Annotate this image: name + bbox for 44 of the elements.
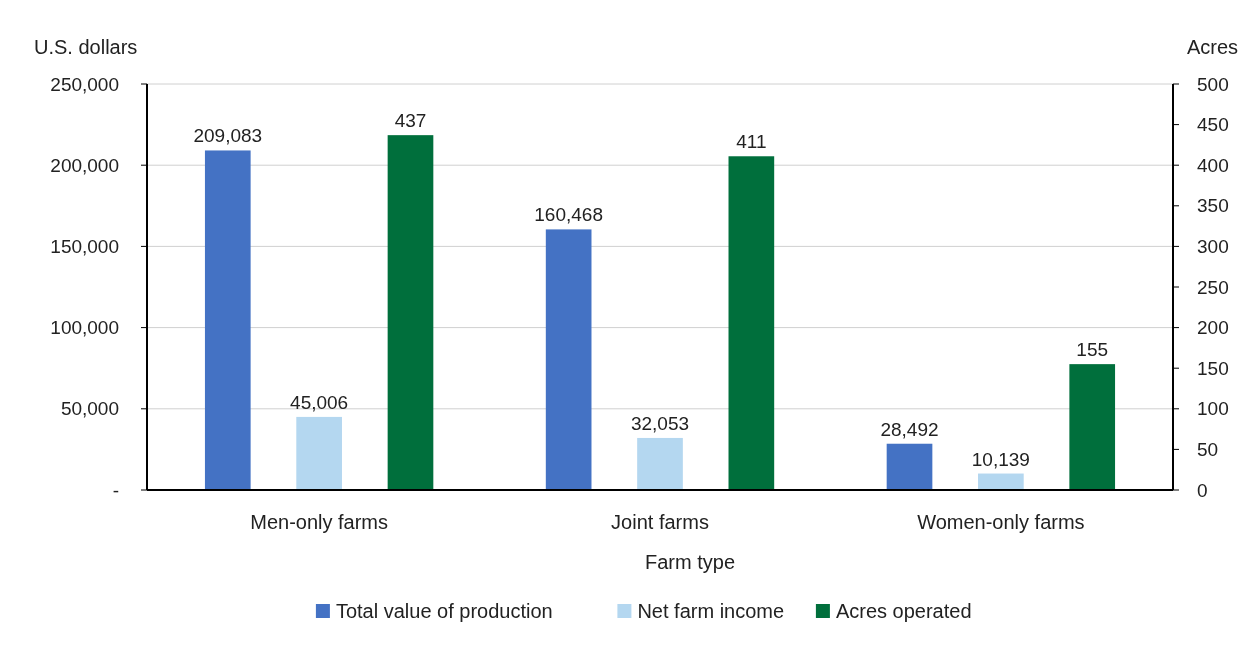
bar (1069, 364, 1116, 490)
data-label: 411 (736, 131, 767, 153)
y-tick-label: 50,000 (60, 398, 119, 420)
data-label: 209,083 (193, 125, 263, 147)
bar (296, 416, 342, 490)
bar (545, 229, 592, 490)
bar (978, 473, 1024, 490)
bar (886, 443, 933, 490)
y-tick-label: - (112, 479, 119, 501)
y-axis-title: U.S. dollars (34, 36, 138, 58)
y2-tick-label: 500 (1197, 73, 1229, 95)
y2-tick-label: 0 (1197, 479, 1208, 501)
bar (728, 156, 775, 490)
legend-label: Net farm income (637, 600, 785, 622)
x-tick-label: Women-only farms (917, 511, 1085, 533)
y-tick-label: 200,000 (50, 154, 119, 176)
y-tick-label: 250,000 (50, 73, 119, 95)
y2-tick-label: 400 (1197, 154, 1229, 176)
legend-label: Acres operated (835, 600, 972, 622)
data-label: 160,468 (534, 204, 603, 226)
y2-axis-title: Acres (1186, 36, 1238, 58)
data-label: 437 (394, 110, 427, 132)
y2-tick-label: 300 (1197, 236, 1229, 258)
data-label: 10,139 (971, 448, 1030, 470)
data-label: 45,006 (290, 391, 349, 413)
y2-tick-label: 100 (1197, 398, 1229, 420)
y2-tick-label: 350 (1197, 195, 1229, 217)
y2-tick-label: 150 (1197, 357, 1229, 379)
x-tick-label: Joint farms (611, 511, 709, 533)
bar (387, 135, 434, 490)
y-tick-label: 100,000 (50, 317, 119, 339)
bar (204, 150, 251, 490)
bar (637, 437, 683, 490)
data-label: 155 (1076, 339, 1109, 361)
y2-tick-label: 50 (1197, 439, 1219, 461)
legend-label: Total value of production (335, 600, 553, 622)
x-tick-label: Men-only farms (250, 511, 389, 533)
data-label: 28,492 (880, 418, 939, 440)
y2-tick-label: 450 (1197, 114, 1229, 136)
data-label: 32,053 (630, 412, 690, 434)
y2-tick-label: 200 (1197, 317, 1229, 339)
y-tick-label: 150,000 (50, 236, 119, 258)
y2-tick-label: 250 (1197, 276, 1229, 298)
x-axis-title: Farm type (644, 551, 736, 573)
